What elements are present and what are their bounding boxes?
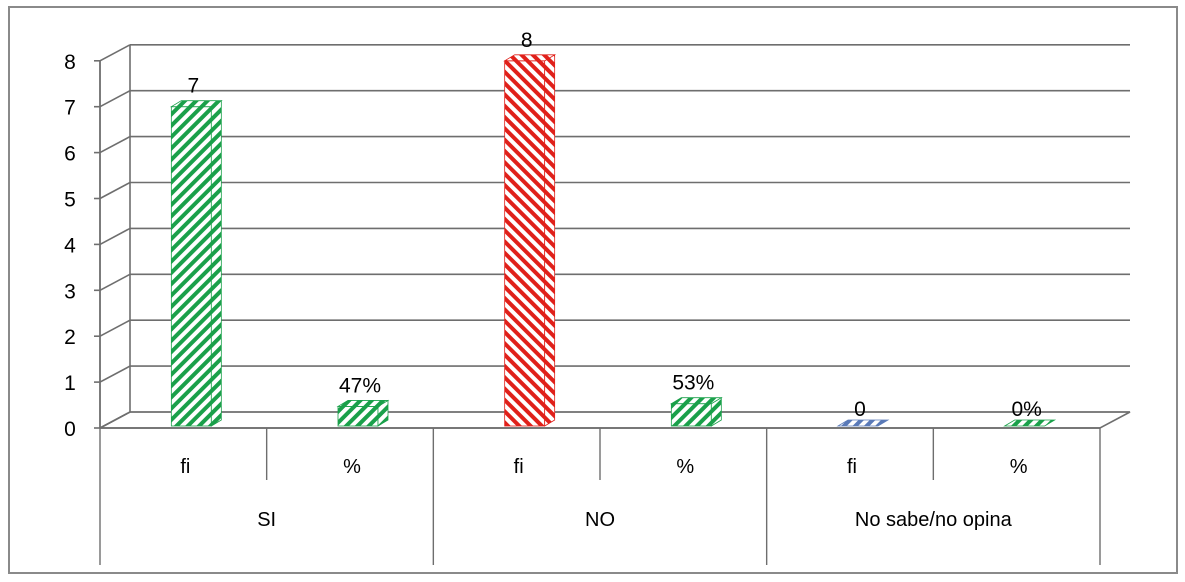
bar-top (503, 54, 557, 62)
bar-no-sabe-no-opina-fi (836, 419, 890, 427)
bar-side (544, 54, 556, 427)
bar-flat (836, 419, 890, 427)
category-label-5: % (1010, 456, 1028, 478)
data-label-2: 8 (521, 29, 533, 52)
y-tick-label-4: 4 (64, 234, 76, 257)
data-label-4: 0 (854, 398, 866, 421)
y-tick-label-1: 1 (64, 372, 76, 395)
data-label-1: 47% (339, 374, 381, 397)
labels: 7 fi 47%% 8 fi 53%% 0 fi 0%% SI NO No sabe/no opina (180, 29, 1042, 531)
gridline-side-3 (99, 273, 131, 292)
category-label-1: % (343, 456, 361, 478)
bar-side (210, 99, 222, 427)
data-label-0: 7 (187, 75, 199, 98)
y-tick-label-5: 5 (64, 189, 76, 212)
y-tick-label-2: 2 (64, 326, 76, 349)
gridline-side-1 (99, 365, 131, 383)
gridline-side-7 (99, 89, 131, 108)
y-tick-label-6: 6 (64, 143, 76, 166)
bar-si-pct (336, 399, 390, 427)
category-label-2: fi (514, 456, 524, 478)
gridline-side-5 (99, 181, 131, 200)
chart-floor (99, 411, 1131, 429)
bars (169, 54, 1057, 427)
bar-front (504, 60, 546, 427)
gridline-side-8 (99, 44, 131, 62)
gridline-side-2 (99, 319, 131, 337)
y-tick-label-3: 3 (64, 280, 76, 303)
y-tick-label-7: 7 (64, 97, 76, 120)
axes: 0 1 2 3 4 5 6 7 8 (64, 51, 1131, 565)
bar-front (670, 403, 712, 427)
y-tick-label-8: 8 (64, 51, 76, 74)
bar-top (169, 100, 223, 108)
bar-no-pct (669, 396, 723, 427)
bar-top (669, 397, 723, 405)
bar-top (336, 400, 390, 407)
gridlines (99, 43, 1130, 429)
category-label-3: % (676, 456, 694, 478)
data-label-5: 0% (1011, 398, 1041, 421)
group-label-1: NO (585, 509, 615, 531)
data-label-3: 53% (672, 372, 714, 395)
category-label-4: fi (847, 456, 857, 478)
bar-front (170, 106, 212, 427)
category-label-0: fi (180, 456, 190, 478)
bar-no-fi (503, 54, 557, 427)
bar-si-fi (169, 99, 223, 427)
bar-front (337, 406, 379, 427)
gridline-side-6 (99, 135, 131, 154)
group-label-0: SI (257, 509, 276, 531)
gridline-side-4 (99, 227, 131, 246)
bar-flat (1003, 419, 1057, 427)
bar-no-sabe-no-opina-pct (1003, 419, 1057, 427)
y-tick-label-0: 0 (64, 418, 76, 441)
group-label-2: No sabe/no opina (855, 509, 1013, 531)
